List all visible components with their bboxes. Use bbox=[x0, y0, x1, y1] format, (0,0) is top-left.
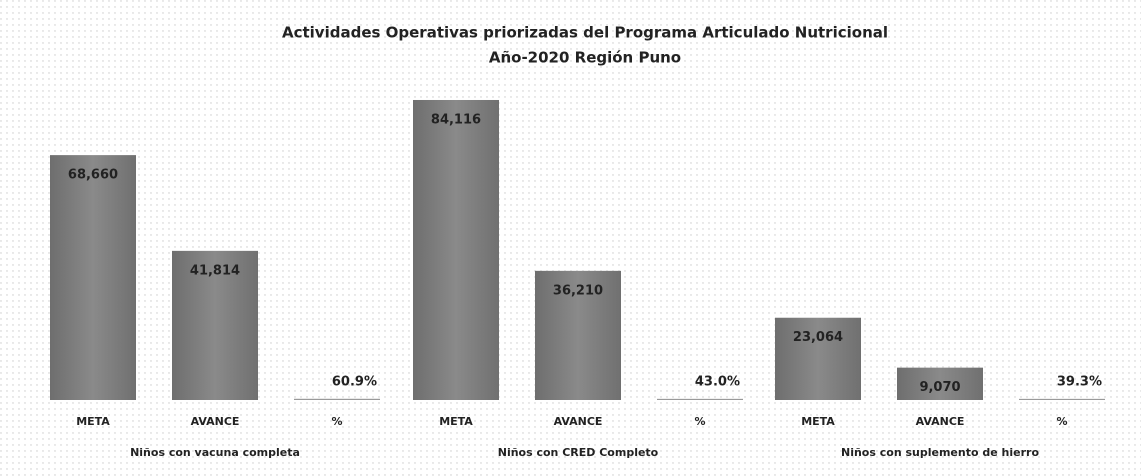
bar bbox=[294, 398, 380, 400]
value-label: 23,064 bbox=[793, 330, 843, 345]
x-tick-label: META bbox=[76, 415, 110, 428]
bar bbox=[50, 155, 136, 400]
bar bbox=[413, 99, 499, 400]
value-label: 41,814 bbox=[190, 263, 240, 278]
x-tick-label: % bbox=[331, 415, 342, 428]
x-tick-label: AVANCE bbox=[916, 415, 965, 428]
bar bbox=[897, 367, 983, 400]
group-label: Niños con suplemento de hierro bbox=[841, 446, 1039, 459]
bar bbox=[775, 317, 861, 400]
group-label: Niños con CRED Completo bbox=[498, 446, 659, 459]
bar bbox=[1019, 398, 1105, 400]
x-tick-label: META bbox=[439, 415, 473, 428]
chart-subtitle: Año-2020 Región Puno bbox=[489, 49, 681, 67]
value-label: 68,660 bbox=[68, 168, 118, 183]
value-label: 39.3% bbox=[1057, 375, 1102, 390]
group-label: Niños con vacuna completa bbox=[130, 446, 300, 459]
x-tick-label: AVANCE bbox=[554, 415, 603, 428]
value-label: 43.0% bbox=[695, 375, 740, 390]
x-tick-label: % bbox=[694, 415, 705, 428]
bar bbox=[535, 270, 621, 400]
bar bbox=[172, 250, 258, 400]
bar bbox=[657, 398, 743, 400]
x-tick-label: % bbox=[1056, 415, 1067, 428]
value-label: 36,210 bbox=[553, 283, 603, 298]
value-label: 9,070 bbox=[919, 380, 960, 395]
value-label: 84,116 bbox=[431, 112, 481, 127]
x-tick-label: AVANCE bbox=[191, 415, 240, 428]
chart-title: Actividades Operativas priorizadas del P… bbox=[282, 24, 888, 42]
value-label: 60.9% bbox=[332, 375, 377, 390]
x-tick-label: META bbox=[801, 415, 835, 428]
